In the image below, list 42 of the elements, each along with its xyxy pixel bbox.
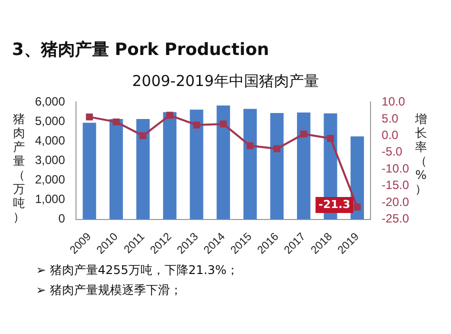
y-tick-label: 4,000 (35, 134, 66, 148)
point (273, 145, 280, 152)
data-label: -21.3 (318, 198, 350, 211)
y2-tick-label: -25.0 (382, 212, 410, 226)
text: ➢ 猪肉产量4255万吨，下降21.3%； (36, 262, 239, 279)
bar (243, 108, 257, 220)
y-tick-label: 6,000 (35, 94, 66, 109)
y-tick-label: 3,000 (35, 153, 66, 168)
y2-tick-label: -10.0 (382, 161, 410, 176)
bar (270, 112, 284, 220)
point (166, 112, 174, 119)
y2-axis-title: 增长率（%） (414, 112, 428, 196)
chart-subtitle: 2009-2019年中国猪肉产量 (131, 72, 320, 91)
bar (110, 118, 123, 220)
y2-tick-label: -20.0 (382, 194, 410, 209)
point (246, 142, 254, 150)
y-axis-title: 猪肉产量（万吨） (12, 112, 26, 224)
point (140, 132, 146, 140)
point (86, 113, 93, 120)
y-tick-label: 5,000 (35, 114, 66, 128)
y2-tick-label: -15.0 (382, 178, 410, 192)
point (112, 118, 120, 126)
y-tick-label: 2,000 (35, 172, 66, 187)
point (220, 120, 227, 128)
chart-title: 3、猪肉产量 Pork Production (12, 39, 270, 61)
point (327, 134, 334, 142)
y2-tick-label: 5.0 (382, 111, 399, 126)
bar (163, 112, 176, 220)
bar (296, 112, 310, 220)
y2-tick-label: -5.0 (382, 144, 403, 159)
point (300, 130, 308, 138)
bar (190, 110, 204, 220)
bar (136, 118, 150, 220)
y2-tick-label: 0.0 (382, 128, 399, 142)
y2-tick-label: 10.0 (382, 94, 406, 109)
point (193, 121, 200, 128)
bar (82, 122, 96, 220)
y-tick-label: 0 (58, 212, 66, 226)
bar (216, 106, 230, 220)
y-tick-label: 1,000 (35, 192, 66, 206)
text: ➢ 猪肉产量规模逐季下滑； (36, 282, 183, 299)
point (354, 204, 361, 210)
